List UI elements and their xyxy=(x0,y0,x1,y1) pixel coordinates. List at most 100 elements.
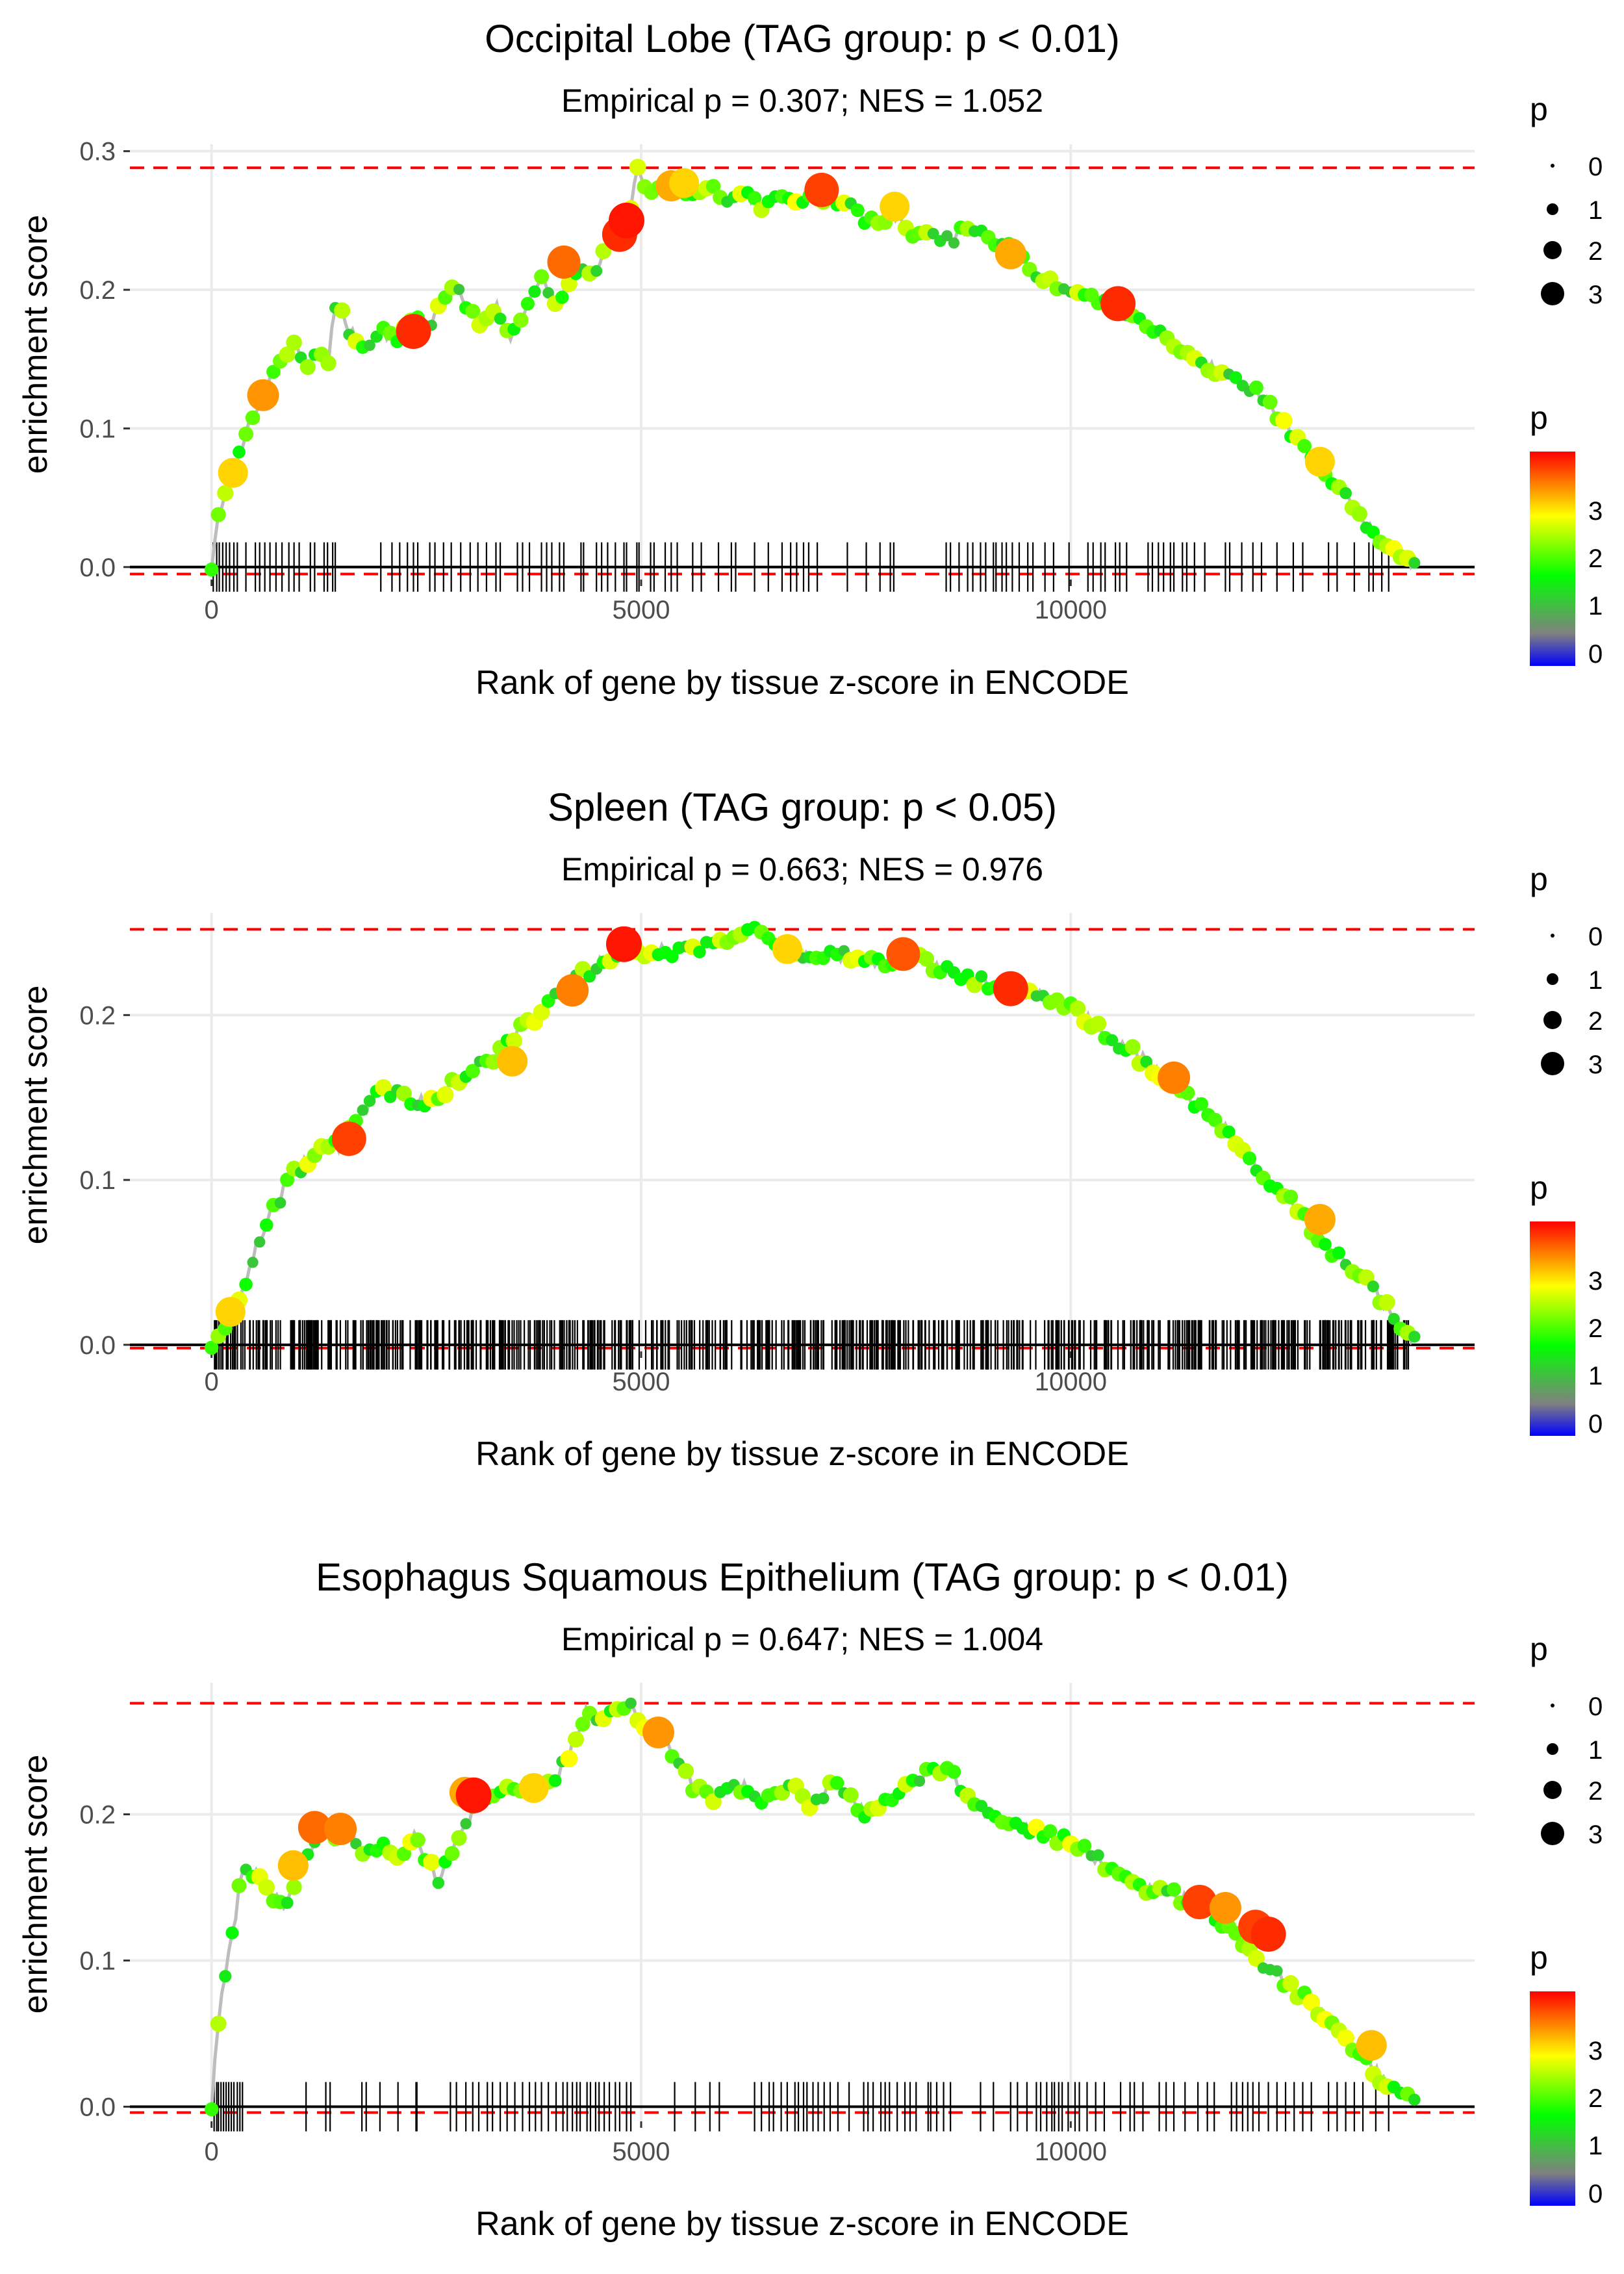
panel-1-highlight-point xyxy=(995,238,1026,270)
panel-3-y-tick-label-1: 0.1 xyxy=(79,1947,116,1976)
panel-1-highlight-point xyxy=(669,168,700,198)
panel-3-es-point xyxy=(678,1763,694,1780)
panel-1-color-label-1: 1 xyxy=(1588,592,1603,620)
panel-3-highlight-point xyxy=(1182,1885,1217,1919)
panel-3-color-legend-title: p xyxy=(1530,1939,1548,1976)
panel-3-es-point xyxy=(225,1926,239,1939)
panel-3-es-point xyxy=(460,1818,472,1830)
panel-3-es-point xyxy=(705,1793,722,1810)
panel-2-size-key-1 xyxy=(1547,973,1558,985)
panel-3-es-point xyxy=(281,1897,294,1910)
panel-3-highlight-point xyxy=(298,1811,331,1845)
panel-1-es-point xyxy=(850,203,865,218)
panel-3-colorbar xyxy=(1530,1991,1575,2206)
panel-1-es-point xyxy=(465,303,481,319)
panel-3-x-tick-label-2: 10000 xyxy=(1035,2138,1107,2166)
panel-1-es-point xyxy=(217,485,234,502)
panel-2-color-legend-title: p xyxy=(1530,1169,1548,1206)
panel-3-highlight-point xyxy=(455,1777,492,1813)
panel-2-size-key-0 xyxy=(1551,934,1554,938)
panel-1-es-point xyxy=(204,562,219,577)
panel-1-es-point xyxy=(279,346,296,363)
panel-1-es-point xyxy=(1249,380,1263,395)
panel-1-es-point xyxy=(927,227,939,240)
panel-2-size-label-2: 2 xyxy=(1588,1007,1603,1036)
panel-1-es-point xyxy=(1339,487,1352,500)
panel-3-es-point xyxy=(258,1879,275,1896)
panel-2-size-label-1: 1 xyxy=(1588,966,1603,995)
panel-2-colorbar xyxy=(1530,1221,1575,1436)
panel-1-es-point xyxy=(1262,394,1278,410)
panel-2-es-point xyxy=(505,1032,522,1049)
panel-1-es-point xyxy=(1351,505,1367,522)
panel-1-x-tick-label-2: 10000 xyxy=(1035,596,1107,624)
panel-2-es-point xyxy=(254,1236,266,1248)
panel-3-es-point xyxy=(946,1765,961,1779)
panel-3-size-key-2 xyxy=(1543,1781,1562,1799)
panel-2-es-point xyxy=(1388,1312,1400,1325)
panel-3-x-tick-label-0: 0 xyxy=(205,2138,219,2166)
panel-1-size-label-2: 2 xyxy=(1588,237,1603,266)
panel-1-highlight-point xyxy=(547,245,581,279)
panel-2-es-point xyxy=(919,951,935,967)
panel-1-highlight-point xyxy=(1304,446,1335,477)
panel-3-es-point xyxy=(350,1838,362,1850)
panel-1-color-label-3: 3 xyxy=(1588,497,1603,526)
panel-2-es-point xyxy=(396,1086,412,1102)
panel-1-es-point xyxy=(528,285,541,298)
panel-1-es-point xyxy=(1297,439,1312,454)
panel-3-size-legend-title: p xyxy=(1530,1631,1548,1667)
panel-2-x-tick-label-2: 10000 xyxy=(1035,1368,1107,1396)
panel-2-es-point xyxy=(665,950,679,964)
panel-3-plot-area xyxy=(130,1683,1475,2121)
panel-1-subtitle: Empirical p = 0.307; NES = 1.052 xyxy=(561,83,1043,119)
panel-3-color-label-1: 1 xyxy=(1588,2132,1603,2160)
panel-3-color-label-2: 2 xyxy=(1588,2084,1603,2113)
panel-1-es-point xyxy=(520,296,535,311)
panel-1-color-label-0: 0 xyxy=(1588,640,1603,669)
panel-3: Esophagus Squamous Epithelium (TAG group… xyxy=(17,1555,1603,2243)
panel-1-colorbar xyxy=(1530,452,1575,666)
panel-2-size-legend-title: p xyxy=(1530,861,1548,897)
panel-2-subtitle: Empirical p = 0.663; NES = 0.976 xyxy=(561,851,1043,888)
panel-1-es-point xyxy=(542,287,554,299)
panel-1-size-label-3: 3 xyxy=(1588,281,1603,309)
panel-1-es-point xyxy=(595,243,612,259)
panel-3-size-key-1 xyxy=(1547,1743,1558,1755)
panel-3-size-label-1: 1 xyxy=(1588,1736,1603,1765)
panel-1-es-point xyxy=(629,159,646,176)
panel-2-es-point xyxy=(357,1105,369,1116)
panel-3-es-point xyxy=(560,1750,578,1768)
panel-2-es-point xyxy=(1140,1055,1153,1068)
panel-2-es-point xyxy=(485,1054,501,1070)
panel-2-highlight-point xyxy=(606,926,642,962)
panel-2-y-tick-label-1: 0.1 xyxy=(79,1166,116,1195)
panel-1-size-key-2 xyxy=(1543,241,1562,259)
panel-3-size-label-2: 2 xyxy=(1588,1777,1603,1806)
panel-1-y-axis-label: enrichment score xyxy=(17,215,55,474)
panel-1-x-tick-label-1: 5000 xyxy=(613,596,670,624)
panel-3-title: Esophagus Squamous Epithelium (TAG group… xyxy=(316,1555,1289,1599)
panel-2-x-axis-label: Rank of gene by tissue z-score in ENCODE xyxy=(476,1435,1129,1473)
panel-1-highlight-point xyxy=(880,192,910,222)
panel-1-es-point xyxy=(233,445,246,459)
panel-1-size-key-1 xyxy=(1547,203,1558,215)
panel-3-es-point xyxy=(1337,2029,1354,2047)
panel-1-es-point xyxy=(238,426,254,442)
panel-1-es-point xyxy=(705,179,721,194)
panel-2-highlight-point xyxy=(1304,1204,1336,1235)
panel-1-es-point xyxy=(245,410,260,426)
panel-2-es-point xyxy=(1222,1125,1236,1139)
panel-3-highlight-point xyxy=(642,1717,674,1748)
panel-3-es-point xyxy=(210,2015,227,2032)
panel-3-es-point xyxy=(410,1832,425,1848)
panel-3-es-point xyxy=(913,1775,926,1787)
panel-3-size-key-3 xyxy=(1541,1822,1564,1845)
panel-3-y-tick-label-0: 0.0 xyxy=(79,2093,116,2122)
panel-1-highlight-point xyxy=(804,172,839,207)
panel-3-color-label-3: 3 xyxy=(1588,2037,1603,2065)
panel-1-es-point xyxy=(334,302,351,319)
panel-2-highlight-point xyxy=(1158,1061,1191,1094)
panel-2-es-point xyxy=(1124,1039,1141,1055)
panel-2-size-legend: p 0 1 2 3 xyxy=(1530,861,1603,1079)
